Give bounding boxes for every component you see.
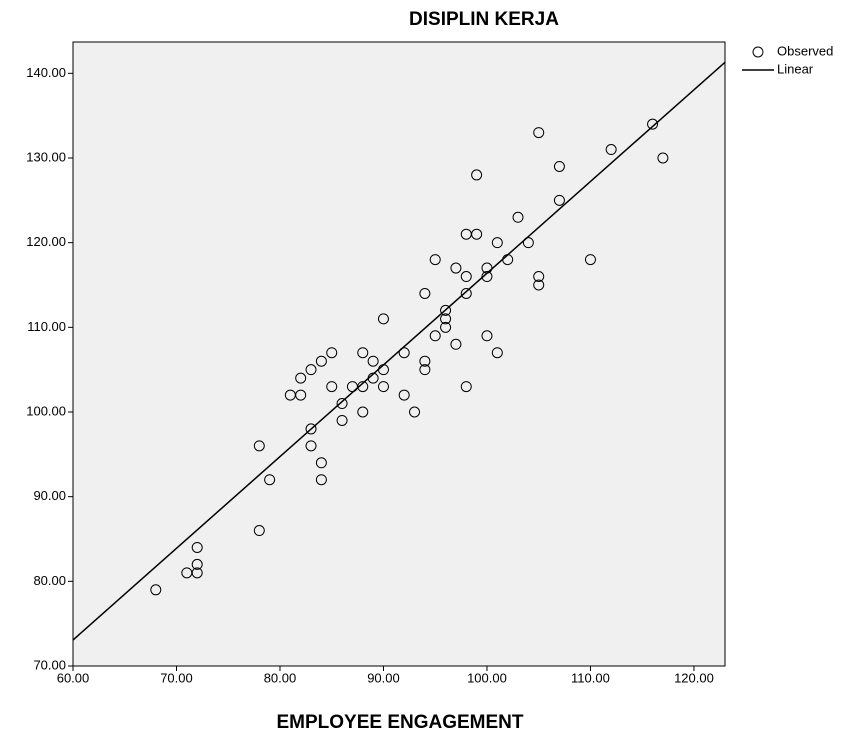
point (491, 347, 503, 359)
point (305, 423, 317, 435)
point (377, 381, 389, 393)
y-tick-label: 70.00 (33, 657, 66, 672)
point (481, 271, 493, 283)
point (315, 355, 327, 367)
y-tick-label: 120.00 (26, 234, 66, 249)
point (522, 237, 534, 249)
point (398, 389, 410, 401)
x-tick-label: 120.00 (674, 670, 714, 685)
point (553, 160, 565, 172)
legend-label: Observed (777, 43, 833, 58)
point (440, 321, 452, 333)
x-tick-label: 70.00 (160, 670, 193, 685)
point (367, 355, 379, 367)
point (191, 541, 203, 553)
point (398, 347, 410, 359)
point (315, 457, 327, 469)
y-tick-label: 110.00 (27, 319, 66, 334)
point (647, 118, 659, 130)
point (657, 152, 669, 164)
point (336, 398, 348, 410)
x-tick-label: 80.00 (264, 670, 297, 685)
y-tick-label: 130.00 (26, 149, 66, 164)
x-tick-label: 100.00 (467, 670, 507, 685)
point (264, 474, 276, 486)
point (481, 330, 493, 342)
y-tick-label: 80.00 (33, 573, 66, 588)
point (471, 169, 483, 181)
point (450, 262, 462, 274)
point (253, 525, 265, 537)
chart-title: DISIPLIN KERJA (409, 9, 559, 30)
point (295, 372, 307, 384)
point (336, 414, 348, 426)
point (460, 287, 472, 299)
point (191, 558, 203, 570)
point (491, 237, 503, 249)
y-tick-label: 90.00 (33, 488, 66, 503)
point (460, 381, 472, 393)
point (150, 584, 162, 596)
point (584, 254, 596, 266)
point (450, 338, 462, 350)
x-axis-title: EMPLOYEE ENGAGEMENT (276, 712, 523, 733)
point (553, 194, 565, 206)
y-tick-label: 140.00 (26, 65, 66, 80)
point (326, 381, 338, 393)
point (295, 389, 307, 401)
legend-label: Linear (777, 61, 814, 76)
point (605, 144, 617, 156)
x-tick-label: 90.00 (367, 670, 400, 685)
point (533, 127, 545, 139)
point (440, 304, 452, 316)
point (419, 287, 431, 299)
point (357, 406, 369, 418)
x-tick-label: 110.00 (571, 670, 610, 685)
point (429, 254, 441, 266)
point (253, 440, 265, 452)
point (440, 313, 452, 325)
point (533, 271, 545, 283)
point (460, 271, 472, 283)
point (191, 567, 203, 579)
point (419, 355, 431, 367)
point (357, 347, 369, 359)
point (512, 211, 524, 223)
point (429, 330, 441, 342)
fit-line (72, 61, 726, 641)
y-tick-label: 100.00 (26, 403, 66, 418)
point (377, 313, 389, 325)
legend-marker (752, 46, 764, 58)
point (357, 381, 369, 393)
point (419, 364, 431, 376)
point (305, 364, 317, 376)
point (533, 279, 545, 291)
point (305, 440, 317, 452)
point (471, 228, 483, 240)
point (326, 347, 338, 359)
point (315, 474, 327, 486)
x-tick-label: 60.00 (57, 670, 90, 685)
point (409, 406, 421, 418)
